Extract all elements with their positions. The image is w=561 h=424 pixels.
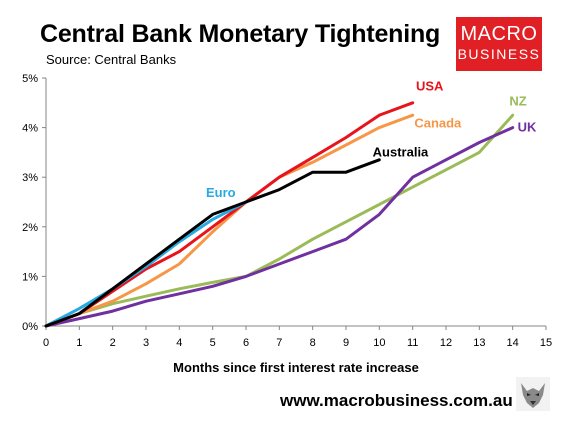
series-line-uk <box>44 126 515 328</box>
x-tick-label: 6 <box>243 337 249 349</box>
series-layer <box>44 101 515 328</box>
x-tick-label: 13 <box>473 337 485 349</box>
series-line-canada <box>44 113 415 328</box>
y-tick-label: 5% <box>22 73 38 85</box>
chart-title: Central Bank Monetary Tightening <box>40 20 441 48</box>
x-tick-label: 15 <box>540 337 552 349</box>
series-line-usa <box>44 101 415 328</box>
series-line-euro <box>44 200 248 328</box>
x-tick-label: 14 <box>507 337 519 349</box>
y-tick-label: 4% <box>22 123 38 135</box>
footer-url: www.macrobusiness.com.au <box>280 391 513 410</box>
x-tick-label: 10 <box>373 337 385 349</box>
y-tick-label: 0% <box>22 321 38 333</box>
series-labels: USA Canada Australia Euro NZ UK <box>206 78 537 200</box>
series-label-usa: USA <box>416 78 444 93</box>
x-tick-label: 7 <box>276 337 282 349</box>
series-label-euro: Euro <box>206 185 236 200</box>
series-line-australia <box>44 158 381 328</box>
logo-line-2: BUSINESS <box>457 46 541 62</box>
chart-axes: 0%1%2%3%4%5%0 1 2 3 4 5 6 7 8 9 10 11 12 13 14 15 <box>22 73 552 349</box>
x-tick-label: 1 <box>76 337 82 349</box>
y-tick-label: 2% <box>22 222 38 234</box>
x-tick-label: 8 <box>310 337 316 349</box>
x-tick-label: 5 <box>210 337 216 349</box>
series-label-canada: Canada <box>414 116 462 131</box>
series-label-uk: UK <box>518 120 537 135</box>
x-tick-label: 3 <box>143 337 149 349</box>
x-axis-label: Months since first interest rate increas… <box>173 360 419 375</box>
x-tick-label: 4 <box>176 337 182 349</box>
wolf-logo-icon <box>516 377 550 411</box>
series-line-nz <box>44 113 515 328</box>
x-tick-label: 9 <box>343 337 349 349</box>
series-label-australia: Australia <box>373 144 429 159</box>
chart-subtitle: Source: Central Banks <box>46 52 177 67</box>
x-tick-label: 12 <box>440 337 452 349</box>
y-tick-label: 1% <box>22 271 38 283</box>
series-label-nz: NZ <box>509 93 526 108</box>
x-tick-label: 2 <box>110 337 116 349</box>
x-tick-label: 11 <box>407 337 418 349</box>
y-tick-label: 3% <box>22 172 38 184</box>
x-tick-label: 0 <box>43 337 49 349</box>
macrobusiness-logo: MACRO BUSINESS <box>456 17 542 71</box>
logo-line-1: MACRO <box>460 23 538 45</box>
